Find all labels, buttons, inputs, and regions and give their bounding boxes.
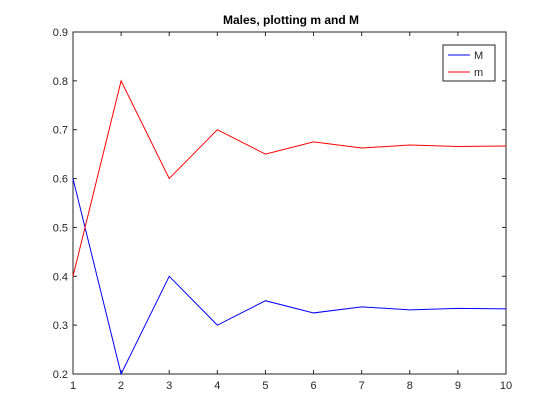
chart-title: Males, plotting m and M — [223, 13, 359, 27]
series-line-m — [72, 79, 507, 277]
y-tick-label: 0.2 — [53, 369, 68, 381]
x-tick-label: 9 — [455, 380, 461, 392]
x-tick-label: 6 — [310, 380, 316, 392]
x-tick-label: 7 — [359, 380, 365, 392]
x-tick-label: 10 — [500, 380, 512, 392]
series-line-M — [72, 178, 507, 376]
legend-label: M — [474, 50, 483, 62]
legend-label: m — [474, 67, 483, 79]
y-tick-label: 0.5 — [53, 222, 68, 234]
legend-box — [442, 44, 496, 82]
x-axis: 1 2 3 4 5 6 7 8 9 10 — [70, 32, 512, 392]
legend: Mm — [442, 44, 496, 82]
y-tick-label: 0.9 — [53, 27, 68, 39]
x-tick-label: 4 — [214, 380, 220, 392]
x-tick-label: 3 — [166, 380, 172, 392]
series-lines — [72, 79, 507, 376]
plot-area: 1 2 3 4 5 6 7 8 9 10 0.2 0.3 0.4 0.5 0.6 0.7 0.8 0.9 — [53, 27, 512, 392]
y-tick-label: 0.6 — [53, 174, 68, 186]
x-tick-label: 2 — [118, 380, 124, 392]
y-tick-label: 0.3 — [53, 320, 68, 332]
axes-box — [72, 31, 507, 375]
y-tick-label: 0.8 — [53, 76, 68, 88]
y-tick-label: 0.4 — [53, 271, 68, 283]
y-axis: 0.2 0.3 0.4 0.5 0.6 0.7 0.8 0.9 — [53, 27, 506, 381]
x-tick-label: 5 — [262, 380, 268, 392]
y-tick-label: 0.7 — [53, 125, 68, 137]
x-tick-label: 8 — [407, 380, 413, 392]
x-tick-label: 1 — [70, 380, 76, 392]
